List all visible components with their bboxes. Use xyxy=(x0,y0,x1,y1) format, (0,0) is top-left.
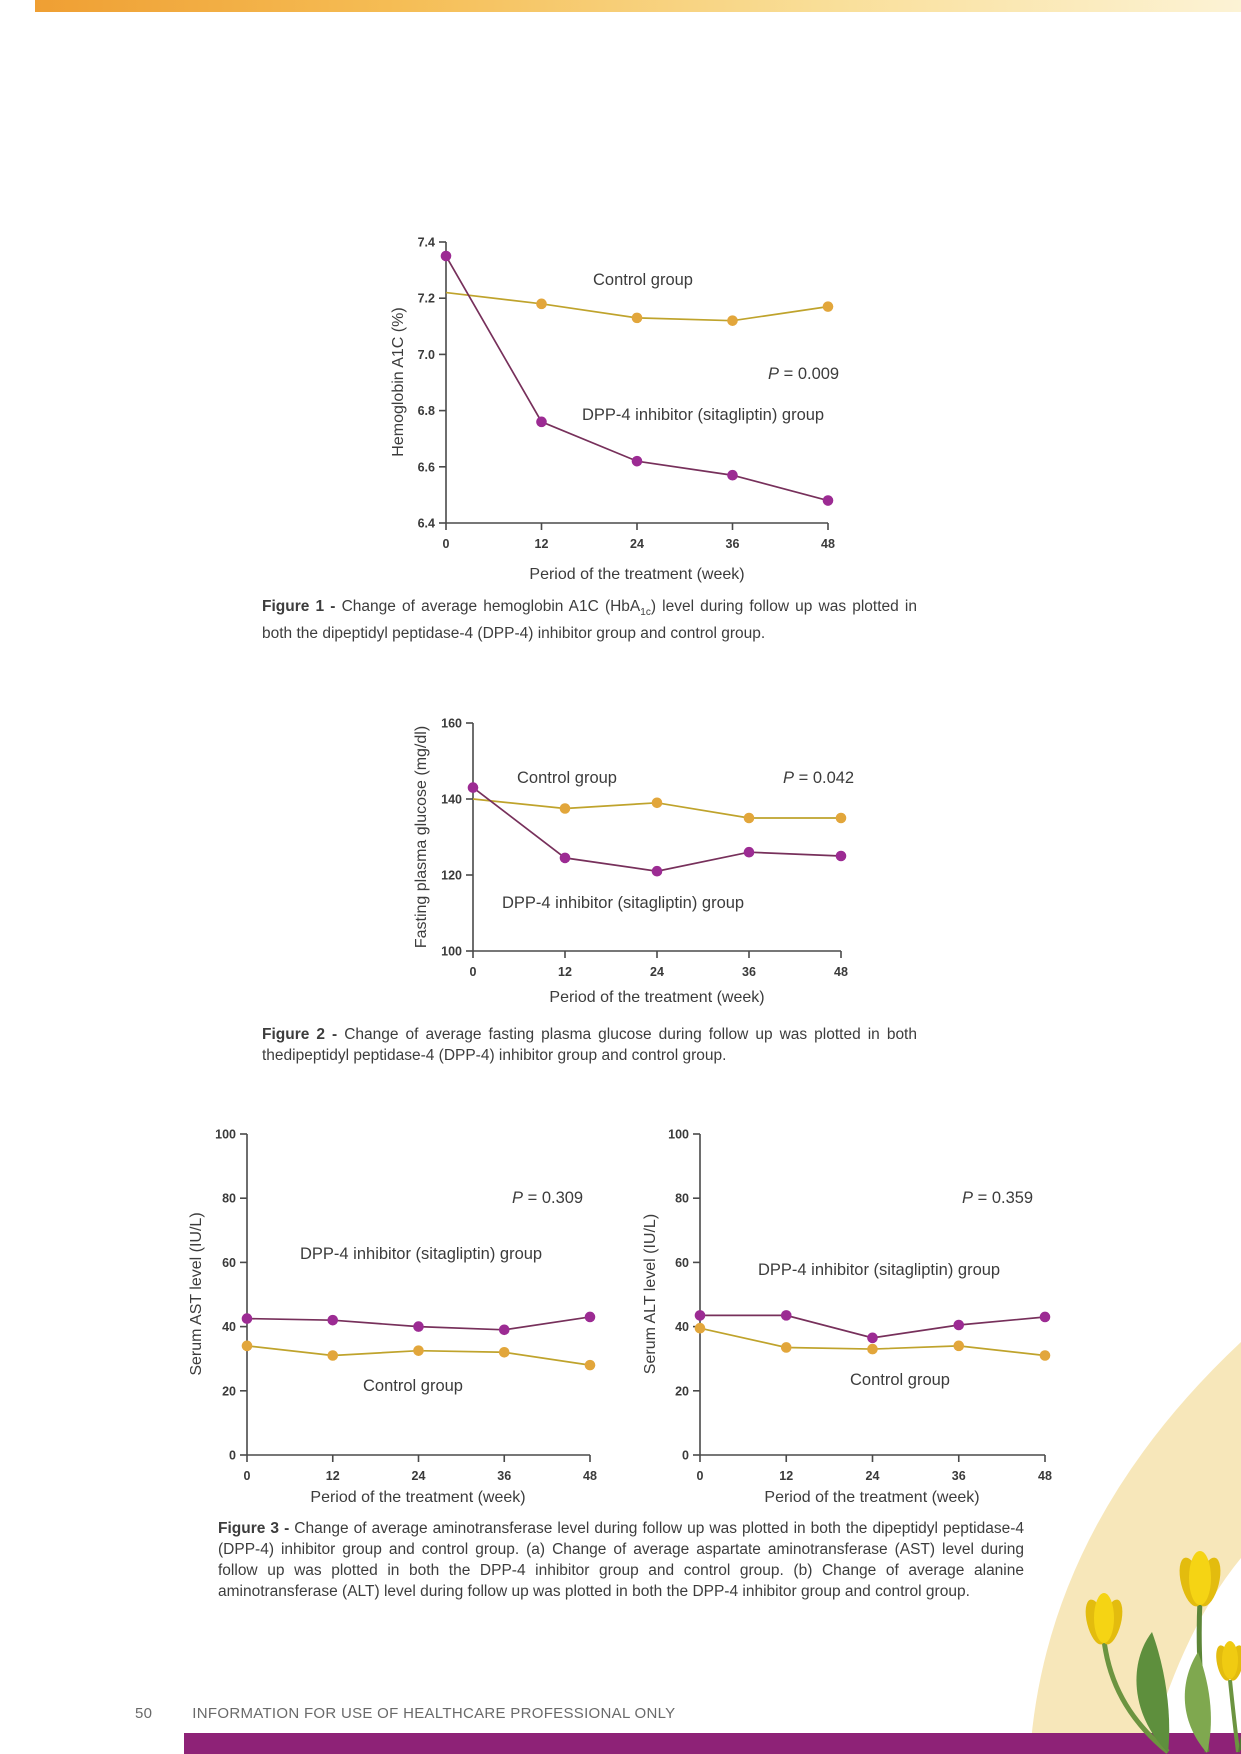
p-symbol: P xyxy=(962,1189,974,1207)
svg-text:12: 12 xyxy=(558,965,572,979)
svg-text:36: 36 xyxy=(726,537,740,551)
svg-text:48: 48 xyxy=(834,965,848,979)
svg-text:80: 80 xyxy=(222,1192,236,1206)
svg-text:6.4: 6.4 xyxy=(418,517,435,531)
page-footer: 50 INFORMATION FOR USE OF HEALTHCARE PRO… xyxy=(135,1705,675,1722)
fig2-treatment-group-label: DPP-4 inhibitor (sitagliptin) group xyxy=(502,894,745,912)
svg-text:0: 0 xyxy=(697,1469,704,1483)
fig2-x-axis-title: Period of the treatment (week) xyxy=(549,989,765,1006)
svg-text:6.8: 6.8 xyxy=(418,404,435,418)
p-value-text: = 0.309 xyxy=(523,1189,584,1207)
fig3a-y-axis-title: Serum AST level (IU/L) xyxy=(188,1212,205,1376)
svg-text:60: 60 xyxy=(675,1256,689,1270)
fig1-p-value: P = 0.009 xyxy=(768,365,839,384)
fig2-caption-text: Change of average fasting plasma glucose… xyxy=(262,1026,917,1064)
fig1-caption: Figure 1 - Change of average hemoglobin … xyxy=(262,596,917,644)
svg-text:12: 12 xyxy=(535,537,549,551)
fig3b-control-group-label: Control group xyxy=(850,1371,950,1389)
svg-text:60: 60 xyxy=(222,1256,236,1270)
fig1-caption-label: Figure 1 xyxy=(262,598,325,615)
svg-text:80: 80 xyxy=(675,1192,689,1206)
svg-text:36: 36 xyxy=(497,1469,511,1483)
fig2-caption-label: Figure 2 xyxy=(262,1026,325,1043)
fig1-y-axis-title: Hemoglobin A1C (%) xyxy=(390,307,407,457)
svg-text:40: 40 xyxy=(222,1320,236,1334)
svg-text:20: 20 xyxy=(675,1384,689,1398)
svg-text:40: 40 xyxy=(675,1320,689,1334)
svg-text:100: 100 xyxy=(441,945,462,959)
page-number: 50 xyxy=(135,1705,153,1722)
svg-text:20: 20 xyxy=(222,1384,236,1398)
fig3a-x-axis-title: Period of the treatment (week) xyxy=(310,1489,526,1506)
fig1-caption-sep: - xyxy=(324,598,342,615)
svg-text:12: 12 xyxy=(779,1469,793,1483)
fig3-caption-sep: - xyxy=(279,1520,295,1537)
svg-text:140: 140 xyxy=(441,793,462,807)
svg-text:12: 12 xyxy=(326,1469,340,1483)
fig3a-treatment-group-label: DPP-4 inhibitor (sitagliptin) group xyxy=(300,1245,543,1263)
fig2-p-value: P = 0.042 xyxy=(783,769,854,788)
p-symbol: P xyxy=(768,365,780,383)
svg-text:48: 48 xyxy=(821,537,835,551)
svg-text:24: 24 xyxy=(630,537,644,551)
svg-text:0: 0 xyxy=(244,1469,251,1483)
svg-text:120: 120 xyxy=(441,869,462,883)
svg-text:160: 160 xyxy=(441,717,462,731)
svg-text:6.6: 6.6 xyxy=(418,460,435,474)
fig3-caption-label: Figure 3 xyxy=(218,1520,280,1537)
fig3a-plot: 0 20 40 60 80 100 0 12 24 36 48 xyxy=(215,1128,597,1484)
fig1-caption-text-1: Change of average hemoglobin A1C (HbA xyxy=(341,598,641,615)
fig3b-plot: 0 20 40 60 80 100 0 12 24 36 48 xyxy=(668,1128,1052,1484)
p-value-text: = 0.009 xyxy=(779,365,840,383)
bottom-accent-bar xyxy=(184,1733,1241,1754)
fig2-control-group-label: Control group xyxy=(517,769,617,787)
svg-text:0: 0 xyxy=(229,1449,236,1463)
fig2-plot: 100 120 140 160 0 12 24 36 48 xyxy=(441,717,848,980)
svg-text:0: 0 xyxy=(682,1449,689,1463)
fig1-treatment-group-label: DPP-4 inhibitor (sitagliptin) group xyxy=(582,406,825,424)
top-accent-bar xyxy=(35,0,1241,12)
tulip-illustration xyxy=(1085,1551,1241,1754)
fig3a-p-value: P = 0.309 xyxy=(512,1189,583,1208)
svg-text:100: 100 xyxy=(215,1128,236,1142)
svg-text:7.2: 7.2 xyxy=(418,292,435,306)
p-symbol: P xyxy=(512,1189,524,1207)
fig3-caption: Figure 3 - Change of average aminotransf… xyxy=(218,1518,1024,1602)
svg-text:7.0: 7.0 xyxy=(418,348,435,362)
fig1-x-axis-title: Period of the treatment (week) xyxy=(529,566,745,583)
svg-text:36: 36 xyxy=(952,1469,966,1483)
svg-text:7.4: 7.4 xyxy=(418,236,435,250)
fig3-caption-text: Change of average aminotransferase level… xyxy=(218,1520,1024,1600)
fig3a-control-group-label: Control group xyxy=(363,1377,463,1395)
fig2-y-axis-title: Fasting plasma glucose (mg/dl) xyxy=(413,725,430,949)
svg-text:0: 0 xyxy=(443,537,450,551)
svg-text:48: 48 xyxy=(583,1469,597,1483)
fig1-caption-subscript: 1c xyxy=(640,607,651,619)
svg-text:0: 0 xyxy=(470,965,477,979)
fig2-caption: Figure 2 - Change of average fasting pla… xyxy=(262,1024,917,1066)
fig1-control-group-label: Control group xyxy=(593,271,693,289)
fig1-plot: 6.4 6.6 6.8 7.0 7.2 7.4 0 12 24 36 48 xyxy=(418,236,835,552)
p-symbol: P xyxy=(783,769,795,787)
fig1-caption-text-2: ) level during follow up was plotted in … xyxy=(262,598,917,643)
fig3b-treatment-group-label: DPP-4 inhibitor (sitagliptin) group xyxy=(758,1261,1001,1279)
svg-text:100: 100 xyxy=(668,1128,689,1142)
fig3b-y-axis-title: Serum ALT level (IU/L) xyxy=(642,1213,659,1375)
p-value-text: = 0.359 xyxy=(973,1189,1034,1207)
svg-text:24: 24 xyxy=(412,1469,426,1483)
fig3b-x-axis-title: Period of the treatment (week) xyxy=(764,1489,980,1506)
fig2-caption-sep: - xyxy=(325,1026,345,1043)
svg-text:36: 36 xyxy=(742,965,756,979)
footer-text: INFORMATION FOR USE OF HEALTHCARE PROFES… xyxy=(192,1705,676,1722)
fig3b-p-value: P = 0.359 xyxy=(962,1189,1033,1208)
svg-text:24: 24 xyxy=(650,965,664,979)
p-value-text: = 0.042 xyxy=(794,769,855,787)
svg-text:24: 24 xyxy=(866,1469,880,1483)
svg-text:48: 48 xyxy=(1038,1469,1052,1483)
corner-arc-decoration xyxy=(1030,1342,1241,1754)
